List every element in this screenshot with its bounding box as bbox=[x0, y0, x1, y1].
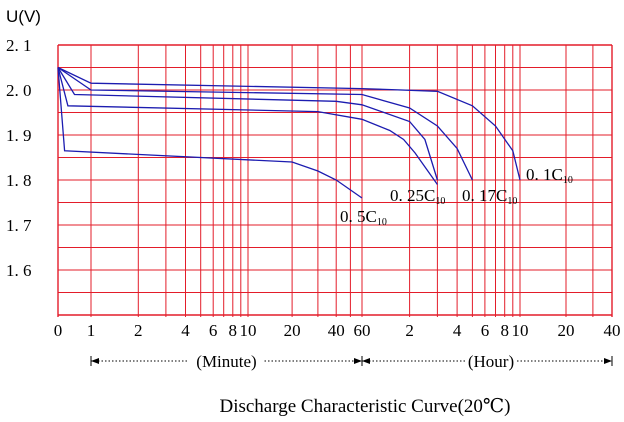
x-tick-label: 20 bbox=[284, 321, 301, 340]
series-line-3 bbox=[57, 67, 438, 185]
x-tick-label: 6 bbox=[209, 321, 218, 340]
y-tick-labels: 2. 1 2. 0 1. 9 1. 8 1. 7 1. 6 bbox=[6, 36, 32, 280]
arrow-left-icon bbox=[362, 358, 370, 364]
series-label: 0. 25C10 bbox=[390, 186, 445, 207]
series-label: 0. 1C10 bbox=[526, 165, 573, 186]
x-tick-label: 4 bbox=[453, 321, 462, 340]
y-tick-label: 1. 8 bbox=[6, 171, 32, 190]
x-tick-label: 8 bbox=[229, 321, 238, 340]
x-group-label: (Hour) bbox=[468, 352, 514, 371]
arrow-left-icon bbox=[91, 358, 99, 364]
x-group-label: (Minute) bbox=[196, 352, 256, 371]
series-label: 0. 17C10 bbox=[462, 186, 517, 207]
series-line-2 bbox=[57, 67, 439, 181]
x-tick-label: 4 bbox=[181, 321, 190, 340]
x-tick-label: 10 bbox=[512, 321, 529, 340]
chart-title: Discharge Characteristic Curve(20℃) bbox=[219, 396, 510, 417]
x-tick-label: 40 bbox=[328, 321, 345, 340]
x-tick-label: 0 bbox=[54, 321, 63, 340]
y-tick-label: 1. 7 bbox=[6, 216, 32, 235]
y-axis-label: U(V) bbox=[6, 7, 41, 26]
x-tick-label: 8 bbox=[500, 321, 509, 340]
series-line-4 bbox=[57, 67, 363, 199]
y-tick-label: 1. 9 bbox=[6, 126, 32, 145]
x-tick-label: 2 bbox=[134, 321, 143, 340]
chart-curves bbox=[57, 66, 521, 199]
y-tick-label: 2. 0 bbox=[6, 81, 32, 100]
x-tick-label: 1 bbox=[87, 321, 96, 340]
chart-grid bbox=[57, 44, 613, 317]
x-tick-label: 2 bbox=[405, 321, 414, 340]
x-tick-label: 6 bbox=[481, 321, 490, 340]
x-group-labels: (Minute) (Hour) bbox=[90, 352, 613, 371]
series-label: 0. 5C10 bbox=[340, 207, 387, 228]
arrow-right-icon bbox=[604, 358, 612, 364]
y-tick-label: 2. 1 bbox=[6, 36, 32, 55]
x-tick-label: 10 bbox=[240, 321, 257, 340]
series-line-1 bbox=[57, 66, 473, 181]
y-tick-label: 1. 6 bbox=[6, 261, 32, 280]
arrow-right-icon bbox=[354, 358, 362, 364]
x-tick-label: 60 bbox=[354, 321, 371, 340]
series-line-0 bbox=[57, 66, 521, 181]
x-tick-label: 20 bbox=[558, 321, 575, 340]
x-tick-label: 40 bbox=[604, 321, 621, 340]
x-tick-labels: 0 1 2 4 6 8 10 20 40 60 2 4 6 8 10 20 40 bbox=[54, 321, 621, 340]
